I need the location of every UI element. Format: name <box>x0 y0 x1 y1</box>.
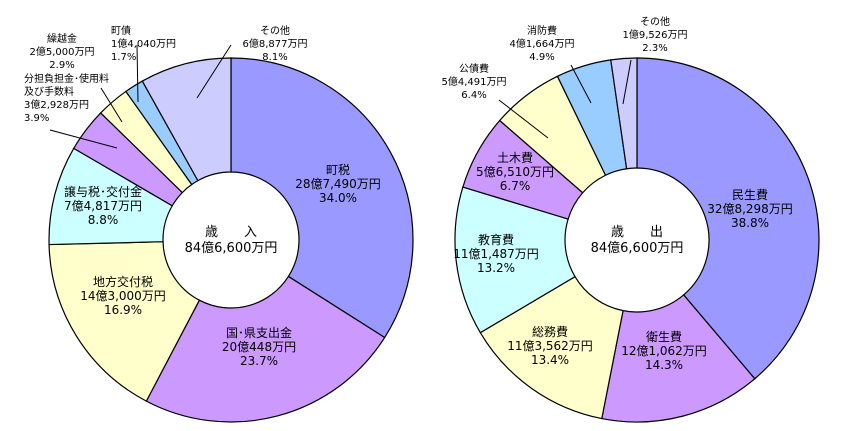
slice-label-3: 譲与税･交付金 7億4,817万円 8.8% <box>64 184 142 227</box>
leader-line-6 <box>136 44 139 103</box>
slice-label-4: 土木費 5億6,510万円 6.7% <box>476 150 554 193</box>
slice-label-2: 総務費 11億3,562万円 13.4% <box>507 324 593 367</box>
leader-line-5 <box>100 87 123 123</box>
slice-revenue-2 <box>48 241 201 402</box>
center-label-line2: 84億6,600万円 <box>591 240 684 256</box>
center-label-line2: 84億6,600万円 <box>185 240 278 256</box>
slice-label-5: 繰越金 2億5,000万円 2.9% <box>30 32 95 71</box>
slice-expenditure-7 <box>610 57 638 170</box>
slice-label-3: 教育費 11億1,487万円 13.2% <box>453 232 539 275</box>
slice-expenditure-3 <box>454 186 576 334</box>
slice-label-2: 地方交付税 14億3,000万円 16.9% <box>80 274 166 317</box>
slice-label-5: 公債費 5億4,491万円 6.4% <box>442 62 507 101</box>
slice-revenue-7 <box>141 57 232 182</box>
slice-label-0: 町税 28億7,490万円 34.0% <box>295 163 381 205</box>
leader-line-6 <box>570 64 592 104</box>
slice-revenue-1 <box>145 275 386 423</box>
slice-expenditure-1 <box>601 294 756 423</box>
center-label-line1: 歳 出 <box>611 225 663 240</box>
center-label-line1: 歳 入 <box>205 225 257 240</box>
slice-label-0: 民生費 32億8,298万円 38.8% <box>707 187 793 230</box>
leader-line-5 <box>498 99 549 139</box>
leader-line-7 <box>622 59 632 105</box>
slice-label-7: その他 6億8,877万円 8.1% <box>243 24 308 63</box>
leader-line-7 <box>196 44 232 99</box>
slice-label-4: 分担負担金･使用料及び手数料 3億2,928万円 3.9% <box>24 72 109 124</box>
slice-label-6: 消防費 4億1,664万円 4.9% <box>510 24 575 63</box>
leader-line-4 <box>49 129 118 149</box>
slice-label-1: 国･県支出金 20億448万円 23.7% <box>222 325 296 368</box>
slice-label-6: 町債 1億4,040万円 1.7% <box>111 24 176 63</box>
slice-revenue-0 <box>230 57 414 339</box>
slice-label-7: その他 1億9,526万円 2.3% <box>623 15 688 54</box>
slice-expenditure-0 <box>636 57 820 380</box>
slice-label-1: 衛生費 12億1,062万円 14.3% <box>621 329 707 372</box>
